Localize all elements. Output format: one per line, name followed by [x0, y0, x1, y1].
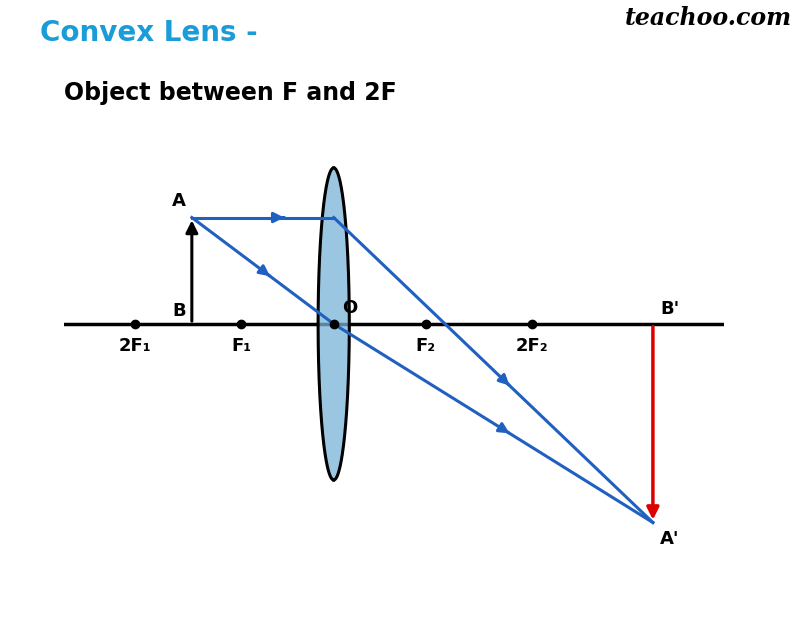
Text: O: O: [342, 299, 358, 317]
Text: B: B: [173, 302, 186, 320]
Text: F₁: F₁: [231, 337, 251, 355]
Text: 2F₂: 2F₂: [516, 337, 549, 355]
Text: Convex Lens -: Convex Lens -: [40, 19, 258, 47]
Text: 2F₁: 2F₁: [118, 337, 151, 355]
Text: A': A': [660, 529, 679, 547]
Polygon shape: [318, 168, 350, 480]
Text: F₂: F₂: [416, 337, 436, 355]
Text: teachoo.com: teachoo.com: [625, 6, 792, 30]
Text: Object between F and 2F: Object between F and 2F: [64, 81, 397, 105]
Text: A: A: [172, 192, 186, 210]
Text: B': B': [660, 300, 679, 318]
